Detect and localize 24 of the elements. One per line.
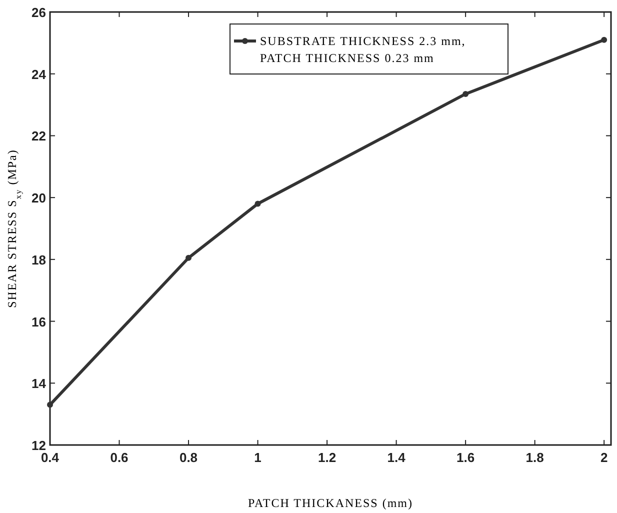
point	[186, 254, 192, 261]
x-tick-label: 0.6	[110, 450, 128, 465]
y-tick-label: 26	[32, 5, 46, 20]
y-tick-label: 16	[32, 314, 46, 330]
y-tick-label: 20	[32, 190, 46, 206]
y-tick-label: 18	[32, 252, 46, 268]
x-tick-label: 1.4	[387, 450, 406, 465]
point	[601, 36, 608, 43]
y-tick-label: 14	[32, 376, 47, 392]
x-tick-label: 0.4	[40, 450, 60, 465]
legend-label: SUBSTRATE THICKNESS 2.3 mm, PATCH THICKNESS 0.23 mm	[260, 34, 466, 65]
y-tick-label: 24	[32, 66, 47, 82]
y-tick-label: 22	[32, 128, 46, 144]
point	[462, 90, 469, 97]
x-tick-label: 0.8	[179, 450, 198, 465]
x-tick-label: 1.6	[456, 450, 475, 465]
y-tick-label: 12	[32, 438, 46, 453]
x-tick-label: 1.8	[526, 450, 544, 465]
x-tick-label: 1.2	[318, 450, 336, 465]
point	[254, 200, 261, 207]
x-tick-label: 1	[254, 450, 262, 465]
x-tick-label: 2	[600, 450, 608, 465]
point	[47, 402, 53, 408]
x-axis-title: PATCH THICKANESS (mm)	[248, 496, 414, 510]
